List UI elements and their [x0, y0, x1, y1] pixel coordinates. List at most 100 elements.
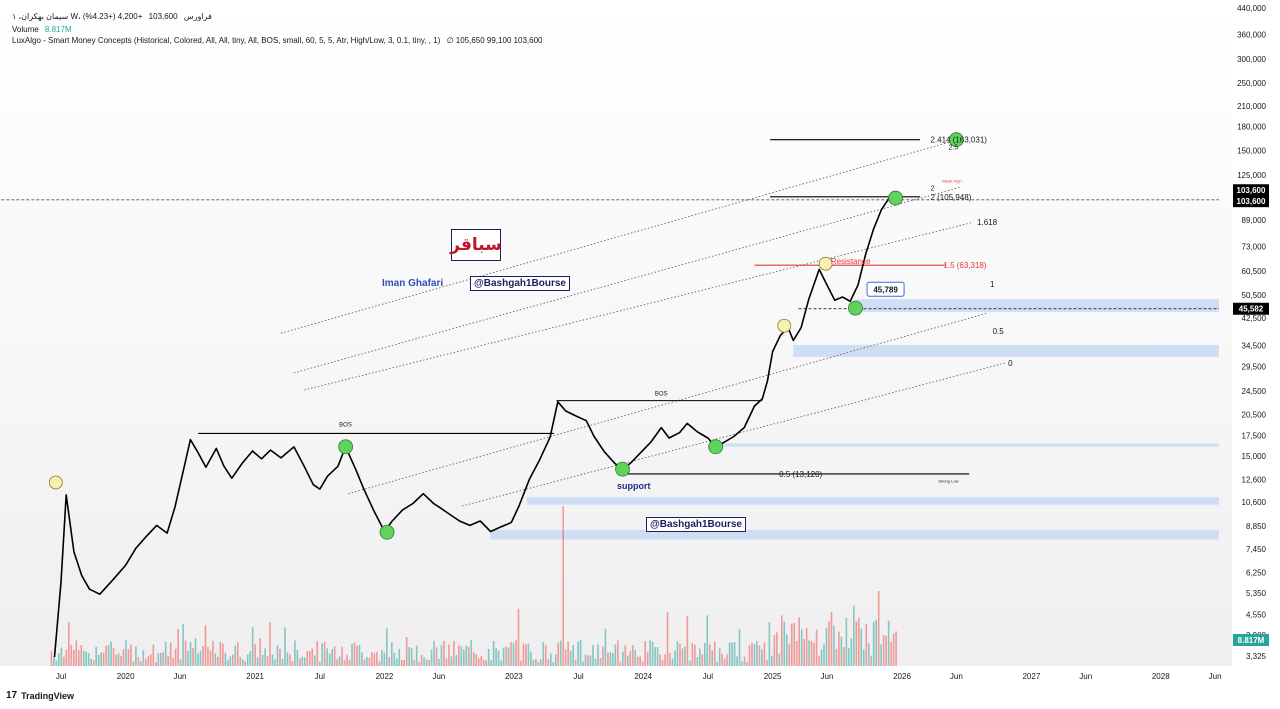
volume-bar — [346, 654, 348, 666]
volume-bar — [785, 634, 788, 666]
volume-bar — [515, 640, 517, 666]
x-tick-label: 2027 — [1022, 672, 1040, 681]
volume-bar — [413, 659, 415, 666]
volume-bar — [604, 628, 607, 666]
chart-area[interactable] — [0, 0, 1232, 666]
volume-bar — [741, 661, 743, 666]
volume-tag: 8.817M — [1238, 636, 1265, 645]
price-line — [53, 197, 896, 658]
volume-bar — [351, 644, 353, 666]
volume-bar — [617, 640, 619, 666]
y-tick-label: 150,000 — [1237, 147, 1266, 156]
volume-bar — [783, 621, 786, 666]
y-tick-label: 8,850 — [1246, 522, 1267, 531]
volume-bar — [502, 647, 505, 666]
volume-bar — [843, 647, 845, 666]
brand-stamp: سباقر — [450, 229, 502, 261]
volume-bar — [110, 641, 112, 666]
volume-label[interactable]: Volume — [12, 25, 39, 34]
volume-bar — [825, 627, 828, 666]
volume-bar — [890, 641, 892, 666]
x-tick-label: 2028 — [1152, 672, 1170, 681]
volume-bar — [361, 652, 363, 666]
volume-bar — [269, 622, 271, 666]
volume-bar — [701, 654, 704, 666]
volume-bar — [870, 655, 873, 666]
volume-header: Volume 8.817M — [12, 25, 76, 35]
volume-bar — [790, 623, 793, 666]
y-tick-label: 3,325 — [1246, 652, 1267, 661]
volume-bar — [703, 642, 706, 666]
volume-bar — [681, 648, 684, 666]
volume-bar — [311, 648, 314, 666]
volume-bar — [691, 642, 694, 666]
volume-bar — [239, 657, 242, 666]
x-tick-label: 2026 — [893, 672, 911, 681]
symbol-header: سیمان بهکران، ۱ W، فراورس 103,600 +4,200… — [12, 12, 216, 22]
volume-bar — [207, 647, 209, 666]
volume-bar — [381, 649, 383, 666]
volume-bar — [634, 650, 637, 666]
volume-bar — [316, 640, 319, 666]
volume-bar — [622, 651, 624, 666]
volume-bar — [855, 621, 858, 666]
volume-bar — [254, 644, 256, 666]
last-close-tag: 103,600 — [1237, 197, 1266, 206]
handle-top-label: @Bashgah1Bourse — [470, 276, 570, 291]
indicator-label[interactable]: LuxAlgo - Smart Money Concepts (Historic… — [12, 36, 441, 45]
volume-bar — [219, 642, 222, 666]
volume-bar — [68, 622, 70, 666]
volume-bar — [559, 640, 562, 666]
volume-bar — [423, 657, 425, 666]
volume-bar — [517, 608, 520, 666]
handle-bottom-label: @Bashgah1Bourse — [646, 517, 746, 532]
fib-1618-label: 1.618 — [977, 218, 998, 227]
demand-zone-1 — [855, 299, 1219, 312]
volume-bar — [199, 650, 202, 666]
volume-bar — [224, 652, 227, 666]
volume-bar — [877, 591, 880, 666]
volume-bar — [505, 646, 507, 666]
volume-bar — [279, 648, 281, 666]
tradingview-logo[interactable]: 17 TradingView — [6, 690, 74, 701]
volume-bar — [728, 642, 731, 666]
volume-bar — [713, 641, 716, 666]
volume-bar — [833, 625, 835, 666]
fib-2414-label: 2.414 (163,031) — [930, 136, 987, 145]
volume-bar — [778, 653, 781, 666]
volume-bar — [540, 659, 542, 666]
volume-bar — [549, 653, 552, 666]
volume-bar — [477, 658, 480, 666]
symbol-name[interactable]: سیمان بهکران، ۱ W، فراورس — [12, 12, 212, 21]
y-tick-label: 360,000 — [1237, 31, 1266, 40]
volume-bar — [100, 652, 102, 666]
volume-bar — [227, 660, 229, 666]
volume-bar — [202, 646, 204, 666]
callout-label: 45,789 — [873, 285, 898, 294]
volume-bar — [664, 654, 666, 666]
volume-bar — [671, 658, 674, 666]
volume-bar — [222, 643, 224, 666]
volume-bar — [850, 638, 853, 666]
volume-bar — [497, 650, 500, 666]
green-marker-2 — [615, 461, 630, 477]
y-tick-label: 20,500 — [1242, 411, 1267, 420]
volume-bar — [117, 653, 120, 666]
volume-bar — [398, 649, 401, 666]
volume-bar — [554, 654, 557, 666]
volume-bar — [115, 654, 117, 666]
volume-bar — [865, 624, 868, 666]
volume-bar — [636, 656, 639, 666]
volume-bar — [467, 646, 470, 666]
volume-bar — [291, 660, 294, 666]
volume-bar — [763, 642, 766, 666]
volume-bar — [164, 641, 167, 666]
y-tick-label: 42,500 — [1242, 314, 1267, 323]
bos-label-1: BOS — [339, 422, 352, 428]
volume-bar — [470, 640, 473, 666]
volume-histogram — [50, 506, 897, 666]
volume-bar — [656, 647, 659, 666]
volume-bar — [694, 644, 696, 666]
volume-bar — [753, 644, 756, 666]
